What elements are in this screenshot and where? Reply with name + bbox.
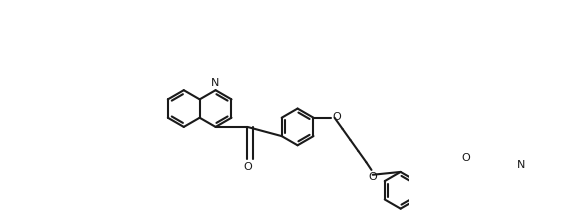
Text: N: N — [517, 160, 525, 170]
Text: O: O — [333, 112, 341, 122]
Text: O: O — [368, 172, 377, 182]
Text: O: O — [243, 162, 252, 172]
Text: O: O — [462, 153, 470, 163]
Text: N: N — [211, 78, 219, 88]
